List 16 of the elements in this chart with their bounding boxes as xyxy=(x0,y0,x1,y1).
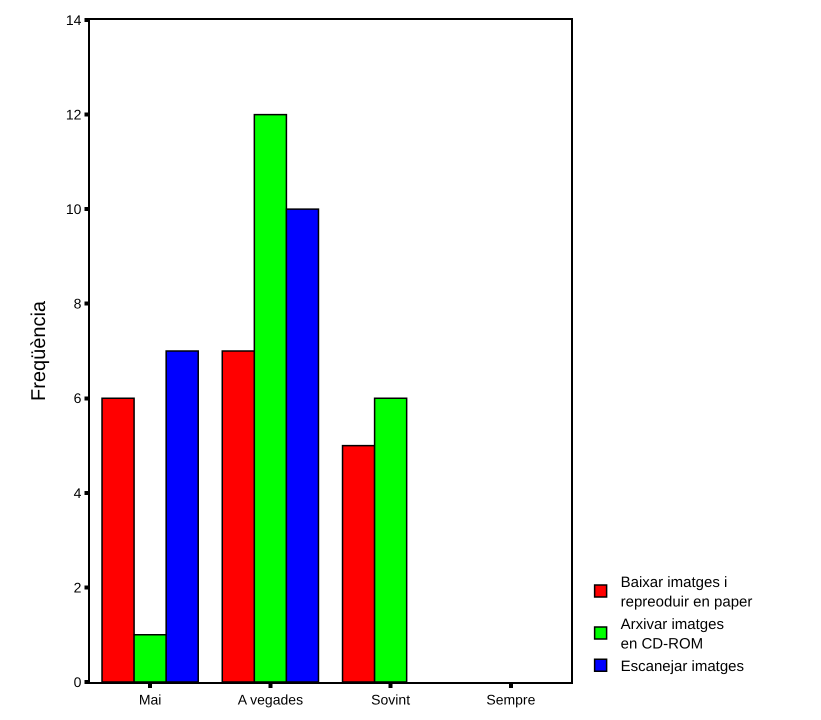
y-tick-label: 0 xyxy=(74,674,82,690)
y-tick-label: 14 xyxy=(66,12,82,28)
x-tick-label: Mai xyxy=(138,692,162,708)
y-tick-label: 6 xyxy=(74,390,82,406)
x-tick-label: A vegades xyxy=(238,692,304,708)
y-tick-label: 10 xyxy=(66,201,82,218)
y-axis-title: Freqüència xyxy=(28,300,50,402)
x-tick-label: Sempre xyxy=(486,692,536,708)
legend-label: Arxivar imatges en CD-ROM xyxy=(620,616,724,653)
legend-label: Baixar imatges i repreoduir en paper xyxy=(620,574,752,611)
y-tick-label: 4 xyxy=(74,484,82,501)
y-tick-label: 12 xyxy=(66,106,82,122)
y-tick-label: 8 xyxy=(74,296,82,312)
y-tick-label: 2 xyxy=(74,579,82,596)
x-tick-label: Sovint xyxy=(371,692,410,708)
legend-label: Escanejar imatges xyxy=(620,658,744,676)
